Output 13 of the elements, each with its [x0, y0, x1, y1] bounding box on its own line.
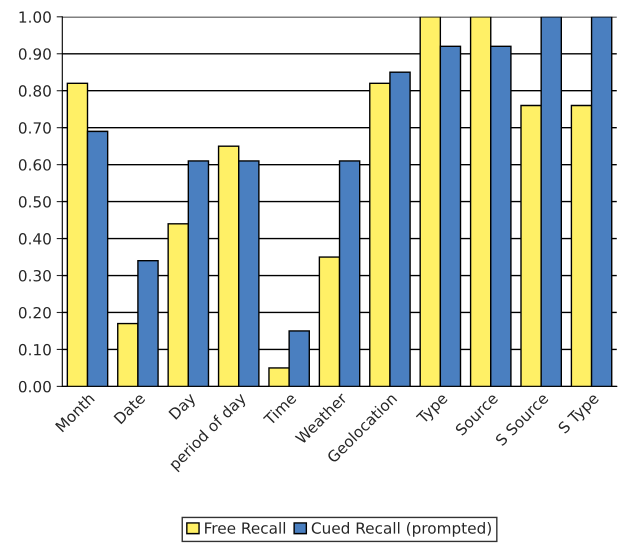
y-tick-label: 0.70 [18, 122, 51, 134]
y-tick-label: 0.60 [18, 159, 51, 171]
y-tick-label: 0.40 [18, 233, 51, 245]
y-tick-label: 0.80 [18, 85, 51, 97]
y-tick-label: 0.30 [18, 270, 51, 282]
y-tick-label: 0.10 [18, 344, 51, 356]
y-tick-label: 1.00 [20, 11, 51, 23]
y-tick-label: 0.00 [18, 380, 51, 392]
legend-label: Cued Recall (prompted) [312, 522, 491, 537]
y-tick-label: 0.90 [18, 48, 51, 60]
legend-label: Free Recall [205, 522, 286, 534]
y-tick-label: 0.50 [18, 196, 51, 208]
y-tick-label: 0.20 [18, 306, 51, 318]
